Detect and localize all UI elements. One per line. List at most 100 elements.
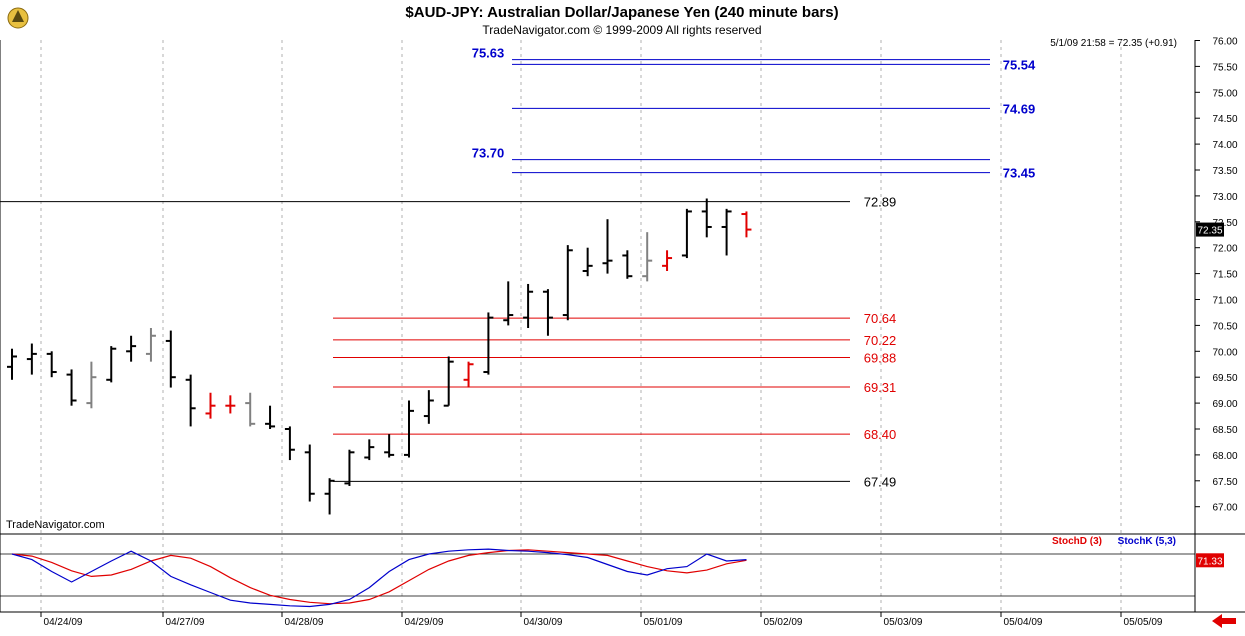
price-tick-label: 74.00 [1212, 140, 1237, 151]
date-axis: 04/24/09 04/27/09 04/28/09 04/29/09 04/30/09… [40, 612, 1163, 628]
ohlc-bar [542, 289, 553, 336]
ohlc-bar [165, 330, 176, 388]
price-tick-label: 69.00 [1212, 399, 1237, 410]
date-tick-label: 04/27/09 [166, 617, 205, 628]
main-grid [40, 40, 1122, 612]
last-price-box [1196, 222, 1224, 237]
price-tick-label: 67.50 [1212, 477, 1237, 488]
ohlc-bar [741, 211, 752, 238]
price-tick-label: 75.50 [1212, 62, 1237, 73]
date-tick-label: 05/03/09 [884, 617, 923, 628]
ohlc-bar [344, 449, 355, 486]
ohlc-bar [7, 348, 17, 380]
level-label: 75.63 [472, 46, 505, 61]
level-label: 67.49 [864, 474, 897, 489]
date-tick-label: 05/01/09 [644, 617, 683, 628]
ohlc-bar [662, 250, 673, 272]
price-tick-label: 72.50 [1212, 218, 1237, 229]
price-tick-label: 71.50 [1212, 270, 1237, 281]
level-label: 69.88 [864, 351, 897, 366]
ohlc-bar [562, 245, 573, 321]
ohlc-bar [423, 390, 434, 424]
watermark: TradeNavigator.com [6, 519, 105, 531]
level-label: 73.70 [472, 146, 505, 161]
price-tick-label: 74.50 [1212, 114, 1237, 125]
logo-icon[interactable] [7, 7, 29, 29]
price-tick-label: 69.50 [1212, 373, 1237, 384]
price-tick-label: 75.00 [1212, 88, 1237, 99]
ohlc-bar [284, 426, 295, 461]
stochk-line [11, 548, 747, 608]
level-label: 70.64 [864, 311, 897, 326]
price-tick-label: 70.00 [1212, 347, 1237, 358]
ohlc-bar [66, 369, 77, 406]
ohlc-bar [265, 405, 276, 429]
ohlc-bar [86, 361, 97, 409]
copyright-text: TradeNavigator.com © 1999-2009 All right… [482, 23, 761, 37]
price-tick-label: 72.00 [1212, 244, 1237, 255]
price-tick-label: 73.00 [1212, 192, 1237, 203]
ohlc-bar [324, 478, 335, 515]
date-tick-label: 04/29/09 [405, 617, 444, 628]
price-tick-label: 70.50 [1212, 321, 1237, 332]
ohlc-bar [46, 351, 57, 378]
price-tick-label: 67.00 [1212, 503, 1237, 514]
last-price-label: 72.35 [1197, 226, 1222, 237]
date-tick-label: 04/30/09 [524, 617, 563, 628]
price-tick-label: 71.00 [1212, 296, 1237, 307]
date-tick-label: 05/05/09 [1124, 617, 1163, 628]
ohlc-bar [523, 283, 534, 328]
ohlc-bar [443, 356, 454, 407]
quote-readout: 5/1/09 21:58 = 72.35 (+0.91) [1050, 38, 1177, 49]
scroll-left-arrow-icon[interactable] [1205, 614, 1241, 628]
ohlc-bar [681, 208, 692, 259]
date-tick-label: 04/28/09 [285, 617, 324, 628]
price-bars [7, 198, 752, 515]
ohlc-bar [106, 346, 117, 383]
ohlc-bar [463, 361, 474, 388]
level-label: 73.45 [1003, 166, 1036, 181]
ohlc-bar [622, 250, 633, 279]
price-axis: 76.00 75.50 75.00 74.50 74.00 73.50 73.00 72.50… [0, 37, 1245, 613]
ohlc-bar [26, 343, 37, 375]
stoch-last-box [1196, 553, 1224, 568]
level-label: 72.89 [864, 195, 897, 210]
chart-title: $AUD-JPY: Australian Dollar/Japanese Yen… [405, 4, 838, 21]
level-label: 68.40 [864, 427, 897, 442]
ohlc-bar [404, 400, 414, 458]
ohlc-bar [304, 444, 315, 502]
stochd-line [11, 549, 747, 605]
ohlc-bar [642, 232, 653, 282]
ohlc-bar [205, 392, 216, 419]
ohlc-bar [602, 219, 613, 274]
level-label: 74.69 [1003, 101, 1036, 116]
date-tick-label: 04/24/09 [44, 617, 83, 628]
legend-stochk: StochK (5,3) [1118, 536, 1176, 547]
level-label: 70.22 [864, 333, 897, 348]
price-tick-label: 68.00 [1212, 451, 1237, 462]
ohlc-bar [126, 335, 137, 362]
date-tick-label: 05/02/09 [764, 617, 803, 628]
level-label: 75.54 [1003, 57, 1036, 72]
ohlc-bar [503, 281, 514, 326]
ohlc-bar [245, 392, 256, 427]
stoch-last-label: 71.33 [1197, 556, 1222, 567]
date-tick-label: 05/04/09 [1004, 617, 1043, 628]
ohlc-bar [582, 247, 593, 277]
ohlc-bar [185, 374, 196, 427]
ohlc-bar [364, 439, 375, 461]
ohlc-bar [483, 312, 494, 375]
price-levels: 72.89 67.49 70.64 70.22 69.88 69.31 68.40 75.63… [0, 46, 1036, 489]
price-tick-label: 76.00 [1212, 37, 1237, 48]
ohlc-bar [145, 327, 156, 362]
ohlc-bar [225, 395, 236, 414]
price-tick-label: 68.50 [1212, 425, 1237, 436]
ohlc-bar [384, 434, 395, 458]
legend-stochd: StochD (3) [1052, 536, 1102, 547]
level-label: 69.31 [864, 380, 897, 395]
ohlc-bar [701, 198, 712, 238]
price-tick-label: 73.50 [1212, 166, 1237, 177]
ohlc-bar [721, 208, 732, 256]
